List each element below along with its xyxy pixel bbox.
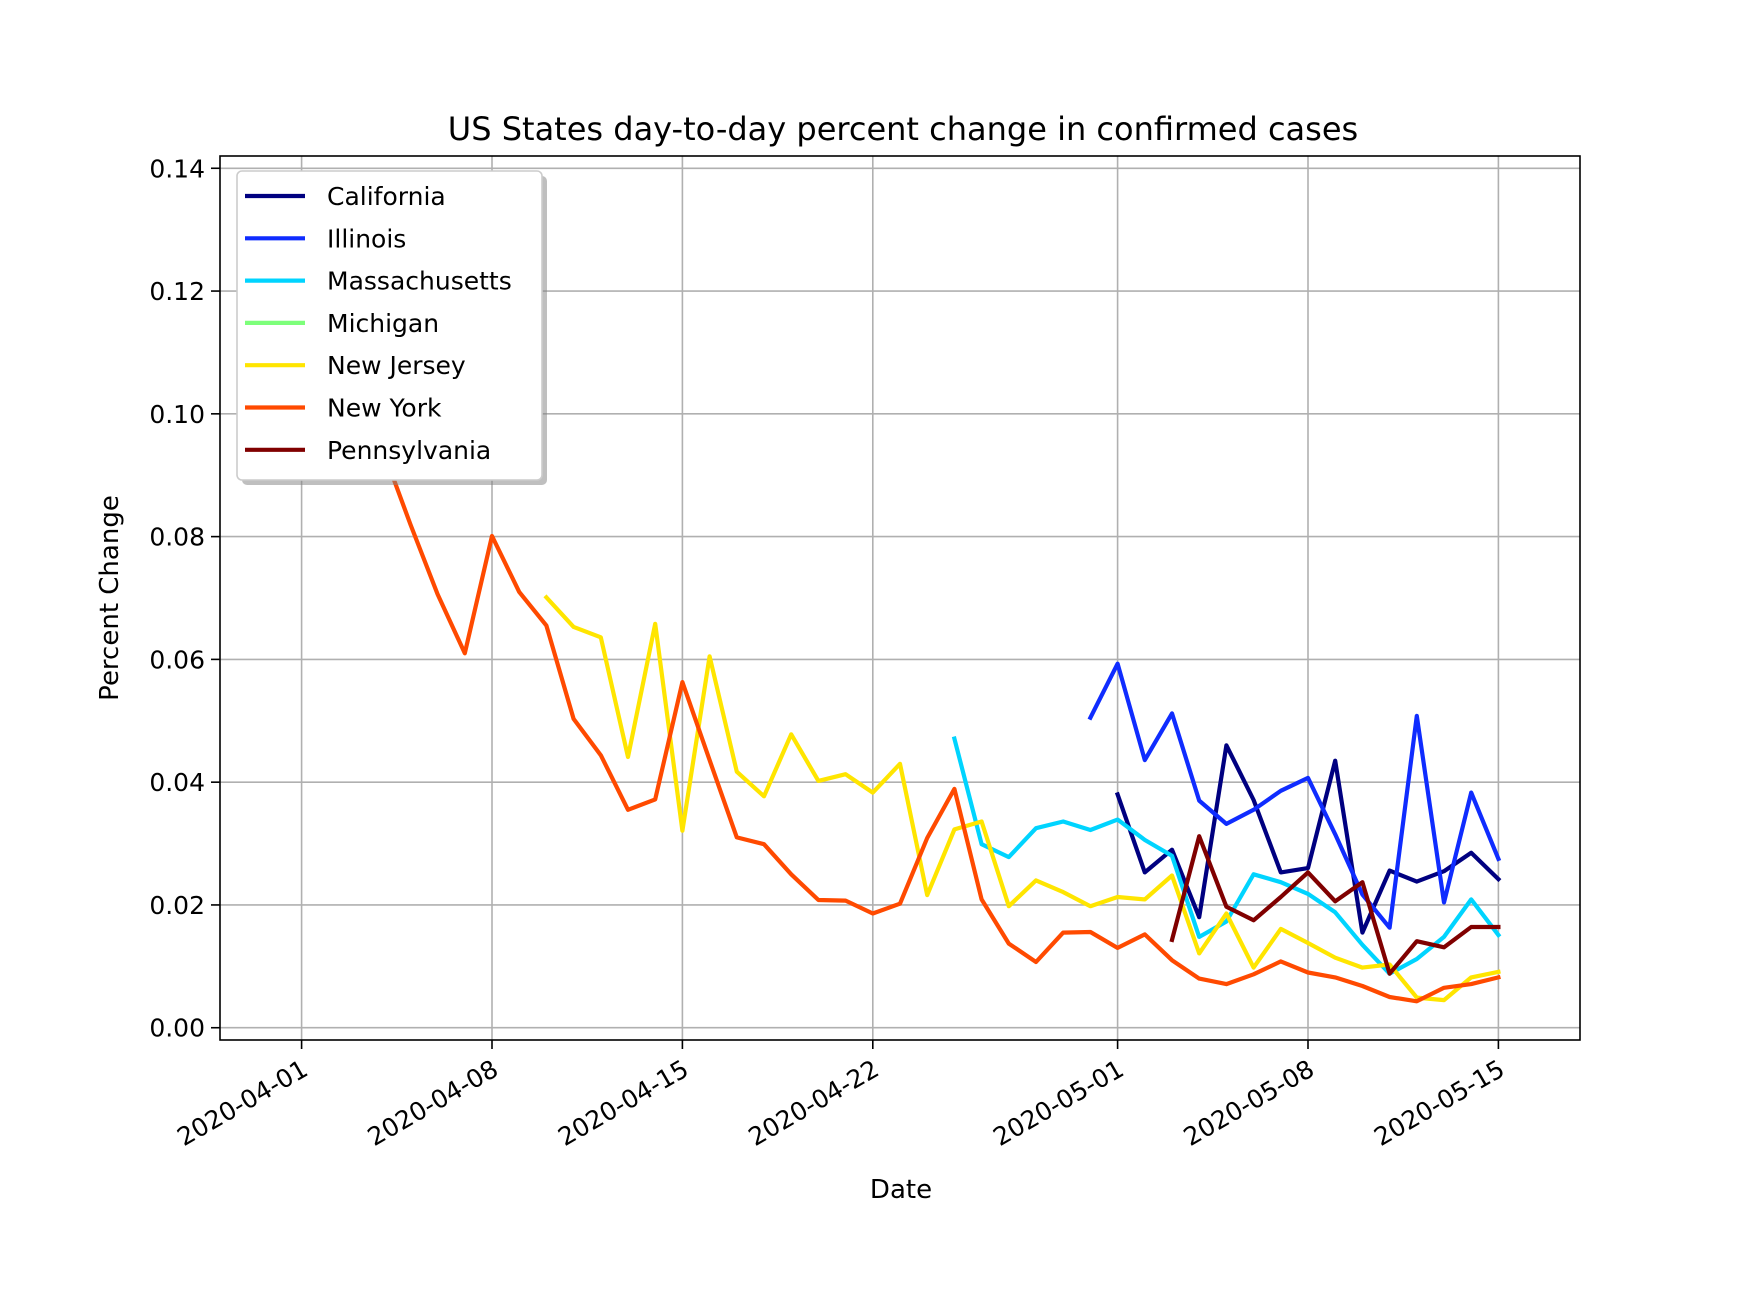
- legend-label-illinois: Illinois: [327, 224, 406, 253]
- series-line-pennsylvania: [1169, 834, 1501, 976]
- y-tick-label: 0.14: [149, 154, 205, 183]
- y-axis-ticks: 0.00 0.02 0.04 0.06 0.08 0.10 0.12 0.14: [149, 154, 220, 1043]
- series-line-massachusetts: [951, 736, 1502, 976]
- legend-label-pennsylvania: Pennsylvania: [327, 436, 491, 465]
- series-line-new-jersey: [543, 594, 1501, 1003]
- legend-label-massachusetts: Massachusetts: [327, 267, 512, 296]
- legend-label-new-york: New York: [327, 394, 442, 423]
- y-axis-label: Percent Change: [95, 495, 125, 701]
- y-tick-label: 0.12: [149, 277, 205, 306]
- y-tick-label: 0.00: [149, 1014, 205, 1043]
- y-tick-label: 0.02: [149, 891, 205, 920]
- y-tick-label: 0.06: [149, 645, 205, 674]
- legend: California Illinois Massachusetts Michigan N…: [236, 170, 547, 485]
- series-line-california: [1114, 743, 1502, 935]
- legend-box: [236, 170, 543, 481]
- plot-area-frame: [219, 155, 1581, 1041]
- legend-label-new-jersey: New Jersey: [327, 351, 466, 380]
- series-lines: [380, 448, 1502, 1004]
- series-line-illinois: [1087, 661, 1502, 930]
- legend-label-california: California: [327, 182, 446, 211]
- series-line-new-york: [380, 448, 1501, 1004]
- legend-label-michigan: Michigan: [327, 309, 439, 338]
- chart-title: US States day-to-day percent change in c…: [448, 110, 1358, 148]
- y-tick-label: 0.10: [149, 400, 205, 429]
- y-tick-label: 0.08: [149, 523, 205, 552]
- x-axis-label: Date: [870, 1175, 932, 1205]
- y-tick-label: 0.04: [149, 768, 205, 797]
